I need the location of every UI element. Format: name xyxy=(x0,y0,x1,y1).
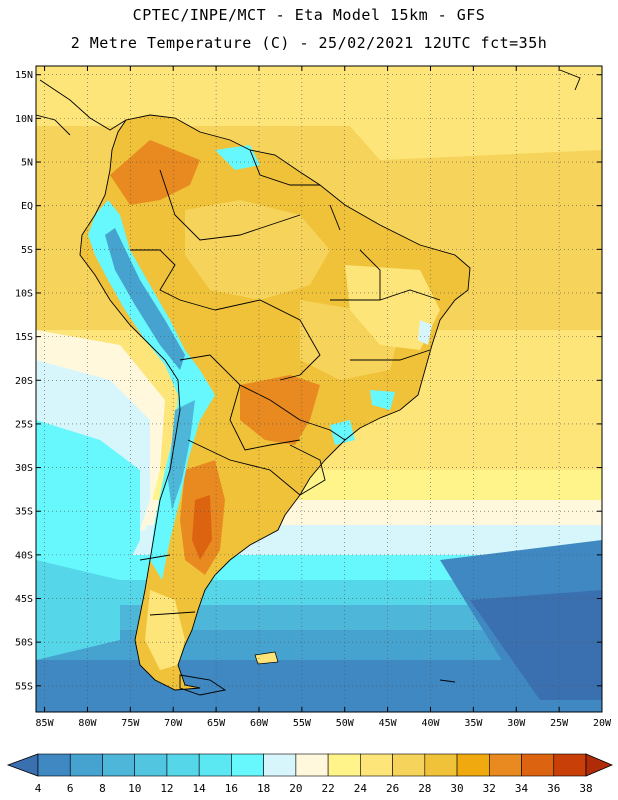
colorbar-label: 34 xyxy=(515,782,529,795)
lon-tick-label: 50W xyxy=(336,718,355,729)
lon-tick-label: 45W xyxy=(379,718,398,729)
lon-tick-label: 30W xyxy=(507,718,526,729)
lon-tick-label: 70W xyxy=(164,718,183,729)
lat-tick-label: 25S xyxy=(15,419,33,430)
map-subtitle: 2 Metre Temperature (C) - 25/02/2021 12U… xyxy=(70,34,548,52)
coastline-borders xyxy=(36,69,581,696)
lat-tick-label: 40S xyxy=(15,550,33,561)
lon-tick-label: 60W xyxy=(250,718,269,729)
colorbar-label: 32 xyxy=(483,782,496,795)
lat-tick-label: 20S xyxy=(15,376,33,387)
map-title: CPTEC/INPE/MCT - Eta Model 15km - GFS xyxy=(132,6,486,24)
colorbar-label: 4 xyxy=(35,782,42,795)
colorbar-swatch xyxy=(327,753,361,777)
colorbar-label: 8 xyxy=(99,782,106,795)
colorbar-label: 36 xyxy=(547,782,560,795)
lon-tick-label: 80W xyxy=(78,718,97,729)
lon-tick-label: 75W xyxy=(121,718,140,729)
colorbar-swatch xyxy=(456,753,490,777)
colorbar-swatch xyxy=(424,753,458,777)
colorbar-swatch xyxy=(295,753,329,777)
colorbar-label: 6 xyxy=(67,782,74,795)
colorbar-swatch xyxy=(231,753,264,777)
colorbar-swatch xyxy=(488,753,522,777)
lon-tick-label: 20W xyxy=(593,718,612,729)
lat-tick-label: 55S xyxy=(15,681,33,692)
colorbar-label: 12 xyxy=(160,782,173,795)
colorbar-swatch xyxy=(69,753,103,777)
lat-tick-label: 45S xyxy=(15,594,33,605)
axis-ticks: 15N 10N 5N EQ 5S 10S 15S 20S 25S 30S 35S 40S 45S 50S 5… xyxy=(15,66,612,729)
colorbar-swatch xyxy=(360,753,393,777)
lat-tick-label: 10S xyxy=(15,288,33,299)
colorbar-label: 20 xyxy=(289,782,302,795)
lat-tick-label: EQ xyxy=(21,201,33,212)
colorbar: 4 6 8 10 12 14 16 18 20 22 24 26 28 30 32 34 36 38 xyxy=(6,753,614,795)
colorbar-arrow-low xyxy=(6,753,39,777)
lon-tick-label: 85W xyxy=(36,718,55,729)
colorbar-swatch xyxy=(521,753,555,777)
temperature-field xyxy=(36,66,602,712)
lon-tick-label: 55W xyxy=(293,718,312,729)
colorbar-label: 38 xyxy=(579,782,592,795)
colorbar-swatch xyxy=(134,753,168,777)
colorbar-swatch xyxy=(166,753,200,777)
lat-tick-label: 5N xyxy=(21,158,33,169)
lon-tick-label: 40W xyxy=(421,718,440,729)
lat-tick-label: 5S xyxy=(21,245,33,256)
colorbar-swatch xyxy=(102,753,136,777)
colorbar-label: 10 xyxy=(128,782,141,795)
colorbar-label: 28 xyxy=(418,782,431,795)
lat-tick-label: 35S xyxy=(15,507,33,518)
map-frame xyxy=(35,65,603,713)
colorbar-label: 24 xyxy=(354,782,368,795)
colorbar-swatch xyxy=(198,753,232,777)
colorbar-swatch xyxy=(263,753,297,777)
colorbar-label: 18 xyxy=(257,782,270,795)
colorbar-label: 16 xyxy=(225,782,238,795)
colorbar-label: 14 xyxy=(193,782,207,795)
lon-tick-label: 35W xyxy=(464,718,483,729)
colorbar-label: 30 xyxy=(450,782,463,795)
colorbar-swatch xyxy=(553,753,587,777)
colorbar-swatch xyxy=(392,753,426,777)
colorbar-label: 22 xyxy=(321,782,334,795)
lon-tick-label: 25W xyxy=(550,718,569,729)
colorbar-swatch xyxy=(37,753,71,777)
lon-tick-label: 65W xyxy=(207,718,226,729)
lat-tick-label: 30S xyxy=(15,463,33,474)
lat-tick-label: 15N xyxy=(15,70,33,81)
lat-tick-label: 15S xyxy=(15,332,33,343)
colorbar-label: 26 xyxy=(386,782,399,795)
colorbar-arrow-high xyxy=(585,753,614,777)
lat-tick-label: 50S xyxy=(15,638,33,649)
lat-tick-label: 10N xyxy=(15,114,33,125)
